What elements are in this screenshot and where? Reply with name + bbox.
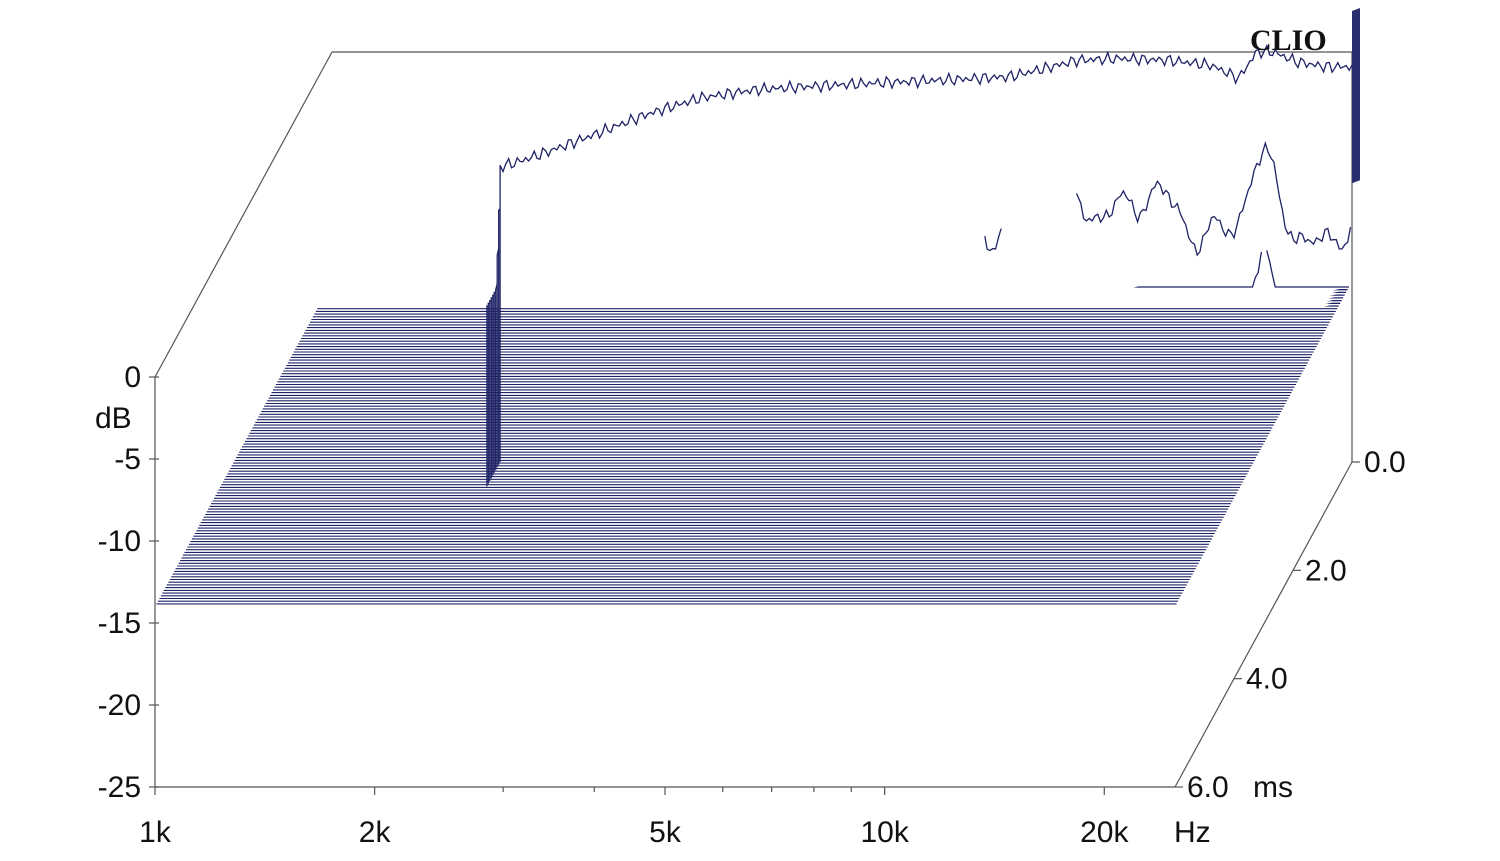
back-wall-edge [1352, 8, 1360, 184]
y-tick-label: -25 [98, 771, 141, 804]
y-tick-label: -15 [98, 607, 141, 640]
y-axis-unit-label: dB [95, 402, 132, 435]
left-depth-edge [154, 51, 333, 378]
x-tick-label: 5k [649, 816, 682, 849]
x-tick-label: 1k [139, 816, 172, 849]
z-tick-label: 6.0 [1187, 771, 1229, 804]
x-axis-unit-label: Hz [1174, 816, 1211, 849]
brand-label: CLIO [1250, 24, 1327, 57]
z-tick-label: 2.0 [1305, 554, 1347, 587]
z-tick-label: 0.0 [1364, 446, 1406, 479]
z-axis-unit-label: ms [1253, 771, 1293, 804]
z-tick-label: 4.0 [1246, 663, 1288, 696]
x-tick-label: 20k [1080, 816, 1129, 849]
chart-frame [149, 8, 1360, 795]
x-tick-label: 10k [860, 816, 909, 849]
time-floor-slices [156, 308, 1338, 605]
x-tick-label: 2k [359, 816, 392, 849]
y-tick-label: -10 [98, 525, 141, 558]
y-tick-label: -5 [114, 443, 141, 476]
y-tick-label: -20 [98, 689, 141, 722]
axis-labels: CLIO dB Hz ms 0 -5 -10 -15 -20 -25 1k 2k 5k 10k 20… [95, 24, 1406, 849]
y-tick-label: 0 [124, 361, 141, 394]
time-axis-line [1174, 461, 1353, 788]
decay-slice-trace [499, 44, 1353, 462]
waterfall-traces [486, 44, 1353, 487]
